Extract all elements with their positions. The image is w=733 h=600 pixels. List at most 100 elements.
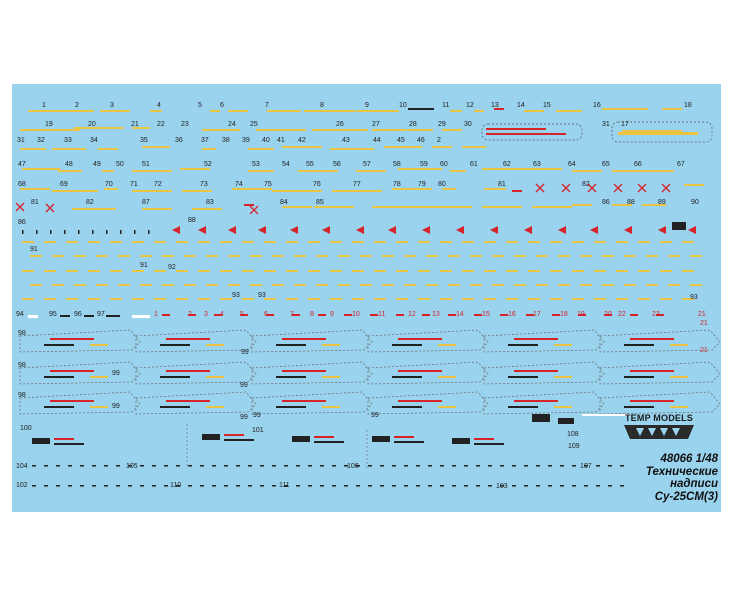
stencil-strip xyxy=(284,485,288,487)
stencil-strip xyxy=(368,465,372,467)
stencil-strip xyxy=(524,485,528,487)
stencil-strip xyxy=(56,485,60,487)
stencil-strip xyxy=(338,255,350,257)
stencil-strip xyxy=(612,204,632,206)
stencil-strip xyxy=(514,338,558,340)
decal-number: 29 xyxy=(438,121,446,128)
stencil-strip xyxy=(64,230,66,234)
decal-number: 86 xyxy=(602,199,610,206)
decal-number: 15 xyxy=(543,102,551,109)
red-cross-decal xyxy=(249,205,259,215)
stencil-strip xyxy=(294,284,306,286)
stencil-strip xyxy=(332,190,382,192)
stencil-strip xyxy=(642,204,666,206)
stencil-strip xyxy=(486,128,546,130)
stencil-strip xyxy=(212,485,216,487)
stencil-strip xyxy=(462,146,486,148)
stencil-strip xyxy=(248,148,274,150)
red-triangle-decal xyxy=(388,226,396,234)
stencil-strip xyxy=(30,284,42,286)
decal-number: 91 xyxy=(140,262,148,269)
stencil-strip xyxy=(594,241,606,243)
stencil-strip xyxy=(32,438,50,444)
decal-number: 96 xyxy=(74,311,82,318)
decal-number: 76 xyxy=(313,181,321,188)
stencil-strip xyxy=(60,315,70,317)
stencil-strip xyxy=(44,406,74,408)
stencil-strip xyxy=(536,485,540,487)
stencil-strip xyxy=(248,465,252,467)
stencil-strip xyxy=(100,110,130,112)
decal-number: 2 xyxy=(437,137,441,144)
decal-number: 22 xyxy=(157,121,165,128)
stencil-strip xyxy=(474,438,494,440)
stencil-strip xyxy=(308,485,312,487)
stencil-strip xyxy=(104,485,108,487)
decal-number: 58 xyxy=(393,161,401,168)
stencil-strip xyxy=(240,314,248,316)
stencil-strip xyxy=(670,406,688,408)
stencil-strip xyxy=(50,370,94,372)
decal-number: 85 xyxy=(316,199,324,206)
stencil-strip xyxy=(608,465,612,467)
stencil-strip xyxy=(492,284,504,286)
stencil-strip xyxy=(236,465,240,467)
stencil-strip xyxy=(316,255,328,257)
decal-number: 99 xyxy=(240,414,248,421)
stencil-strip xyxy=(304,110,356,112)
stencil-strip xyxy=(528,298,540,300)
caption-line-2: надписи xyxy=(670,478,718,490)
stencil-strip xyxy=(162,284,174,286)
stencil-strip xyxy=(554,344,572,346)
red-triangle-decal xyxy=(688,226,696,234)
stencil-strip xyxy=(164,485,168,487)
stencil-strip xyxy=(506,241,518,243)
stencil-strip xyxy=(132,190,172,192)
stencil-strip xyxy=(624,284,636,286)
stencil-strip xyxy=(276,376,306,378)
decal-number: 99 xyxy=(240,382,248,389)
stencil-strip xyxy=(308,465,312,467)
red-triangle-decal xyxy=(198,226,206,234)
stencil-strip xyxy=(452,438,470,444)
dark-decal xyxy=(672,222,686,230)
decal-number: 20 xyxy=(88,121,96,128)
red-triangle-decal xyxy=(422,226,430,234)
stencil-strip xyxy=(90,376,108,378)
decal-number: 70 xyxy=(105,181,113,188)
stencil-strip xyxy=(264,298,276,300)
stencil-strip xyxy=(132,127,150,129)
stencil-strip xyxy=(638,298,650,300)
stencil-strip xyxy=(248,170,274,172)
stencil-strip xyxy=(352,270,364,272)
stencil-strip xyxy=(98,148,118,150)
stencil-strip xyxy=(312,129,368,131)
wing-outline xyxy=(19,329,141,353)
stencil-strip xyxy=(228,284,240,286)
decal-number: 34 xyxy=(90,137,98,144)
stencil-strip xyxy=(248,485,252,487)
stencil-strip xyxy=(72,208,116,210)
stencil-strip xyxy=(438,376,456,378)
red-triangle-decal xyxy=(590,226,598,234)
stencil-strip xyxy=(442,129,462,131)
stencil-strip xyxy=(200,465,204,467)
stencil-strip xyxy=(142,146,170,148)
decal-number: 59 xyxy=(420,161,428,168)
stencil-strip xyxy=(322,344,340,346)
decal-number: 7 xyxy=(265,102,269,109)
stencil-strip xyxy=(104,465,108,467)
stencil-strip xyxy=(316,284,328,286)
stencil-strip xyxy=(652,170,674,172)
red-triangle-decal xyxy=(356,226,364,234)
stencil-strip xyxy=(418,298,430,300)
stencil-strip xyxy=(476,485,480,487)
decal-number: 30 xyxy=(464,121,472,128)
stencil-strip xyxy=(50,338,94,340)
stencil-strip xyxy=(380,485,384,487)
decal-number: 38 xyxy=(222,137,230,144)
stencil-strip xyxy=(462,241,474,243)
red-triangle-decal xyxy=(258,226,266,234)
stencil-strip xyxy=(54,443,84,445)
stencil-strip xyxy=(526,314,534,316)
